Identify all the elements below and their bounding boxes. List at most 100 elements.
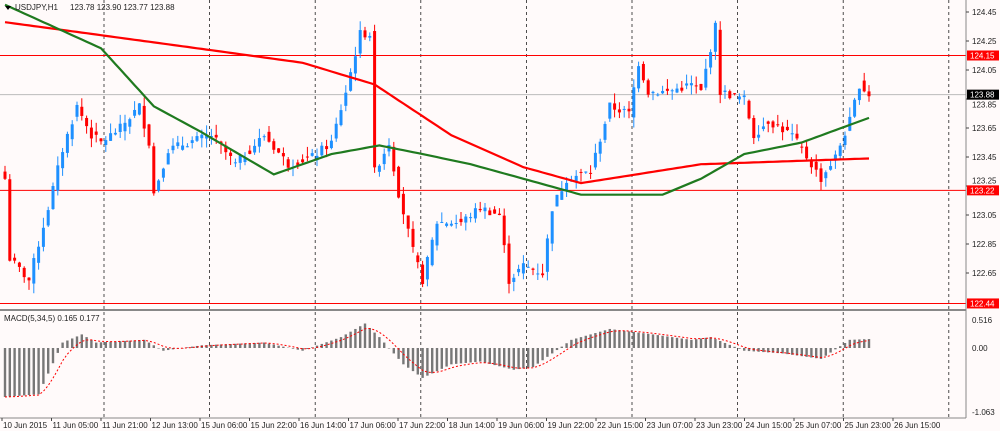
time-tick-label: 23 Jun 23:00	[696, 421, 743, 430]
dropdown-triangle-icon[interactable]	[5, 6, 11, 10]
candle-body	[809, 160, 813, 168]
macd-bar	[147, 342, 151, 348]
candle-body	[517, 268, 521, 273]
macd-bar	[474, 348, 477, 363]
candle-body	[377, 165, 381, 172]
candle-body	[608, 102, 612, 119]
macd-bar	[277, 345, 280, 348]
macd-bar	[498, 348, 501, 367]
macd-bar	[162, 348, 165, 351]
time-tick-label: 26 Jun 15:00	[894, 421, 941, 430]
candle-body	[694, 85, 698, 87]
candle-body	[257, 137, 261, 147]
candle-body	[723, 90, 727, 92]
macd-bar	[435, 348, 439, 372]
macd-bar	[728, 344, 731, 348]
macd-bar	[13, 348, 16, 397]
candle-body	[819, 168, 823, 182]
candle-body	[70, 124, 74, 140]
candle-body	[747, 100, 751, 119]
candle-body	[253, 145, 257, 153]
candle-body	[613, 103, 617, 110]
candle-body	[709, 52, 713, 68]
time-tick-label: 19 Jun 22:00	[548, 421, 595, 430]
macd-bar	[560, 346, 563, 348]
candle-body	[353, 56, 357, 74]
candle-body	[766, 121, 770, 124]
macd-bar	[512, 348, 515, 370]
macd-bar	[215, 344, 218, 348]
candle-body	[301, 159, 305, 163]
macd-bar	[685, 339, 688, 348]
time-tick-label: 22 Jun 15:00	[597, 421, 644, 430]
candle-body	[622, 108, 626, 110]
macd-bar	[503, 348, 506, 368]
candle-body	[281, 153, 285, 157]
time-tick-label: 12 Jun 13:00	[152, 421, 199, 430]
price-level-tag: 123.22	[970, 186, 995, 195]
macd-bar	[51, 348, 55, 364]
macd-bar	[483, 348, 487, 363]
macd-bar	[733, 346, 736, 348]
candle-body	[416, 255, 420, 263]
macd-bar	[815, 348, 818, 359]
candle-body	[363, 30, 367, 38]
symbol-label: USDJPY,H1	[15, 3, 59, 12]
macd-bar	[599, 331, 602, 348]
time-tick-label: 18 Jun 14:00	[449, 421, 496, 430]
macd-bar	[27, 348, 31, 396]
candle-body	[665, 88, 669, 91]
candle-body	[704, 68, 708, 88]
candle-body	[593, 152, 597, 168]
candle-body	[637, 66, 641, 89]
macd-bar	[829, 348, 832, 353]
macd-bar	[637, 332, 640, 348]
macd-bar	[541, 348, 544, 361]
candle-body	[397, 166, 401, 198]
macd-bar	[834, 348, 837, 350]
macd-bar	[119, 341, 122, 348]
candle-body	[565, 182, 569, 191]
macd-bar	[104, 342, 107, 348]
price-tick-label: 123.65	[972, 124, 997, 133]
macd-bar	[157, 348, 160, 349]
candle-body	[829, 166, 833, 170]
macd-bar	[651, 334, 655, 348]
macd-bar	[191, 346, 194, 348]
candle-body	[94, 131, 98, 135]
candle-body	[526, 266, 530, 268]
candle-body	[488, 210, 492, 216]
macd-bar	[819, 348, 823, 359]
macd-bar	[714, 339, 717, 348]
candle-body	[507, 243, 511, 284]
macd-bar	[632, 331, 635, 348]
macd-bar	[363, 323, 367, 348]
macd-bar	[584, 335, 587, 348]
price-tick-label: 123.25	[972, 176, 997, 185]
candle-body	[142, 105, 146, 129]
candle-body	[733, 93, 737, 95]
macd-bar	[123, 340, 127, 348]
time-tick-label: 25 Jun 07:00	[795, 421, 842, 430]
macd-bar	[373, 332, 376, 348]
candle-body	[195, 136, 199, 141]
macd-bar	[248, 343, 251, 348]
macd-bar	[128, 340, 131, 348]
candle-body	[344, 92, 348, 106]
macd-bar	[743, 348, 746, 351]
macd-bar	[675, 337, 679, 348]
candle-body	[262, 136, 266, 138]
candle-body	[329, 140, 333, 149]
price-axis: 124.45 124.25 124.05 123.85 123.65 123.45 123.…	[966, 8, 997, 278]
candle-body	[272, 141, 276, 150]
macd-bar	[378, 337, 381, 348]
candle-body	[157, 180, 161, 191]
macd-bar	[839, 346, 842, 348]
macd-tick-label: 0.00	[972, 344, 988, 353]
candle-body	[459, 218, 463, 223]
candle-body	[27, 277, 31, 281]
time-tick-label: 11 Jun 05:00	[53, 421, 99, 430]
candle-body	[737, 96, 741, 100]
